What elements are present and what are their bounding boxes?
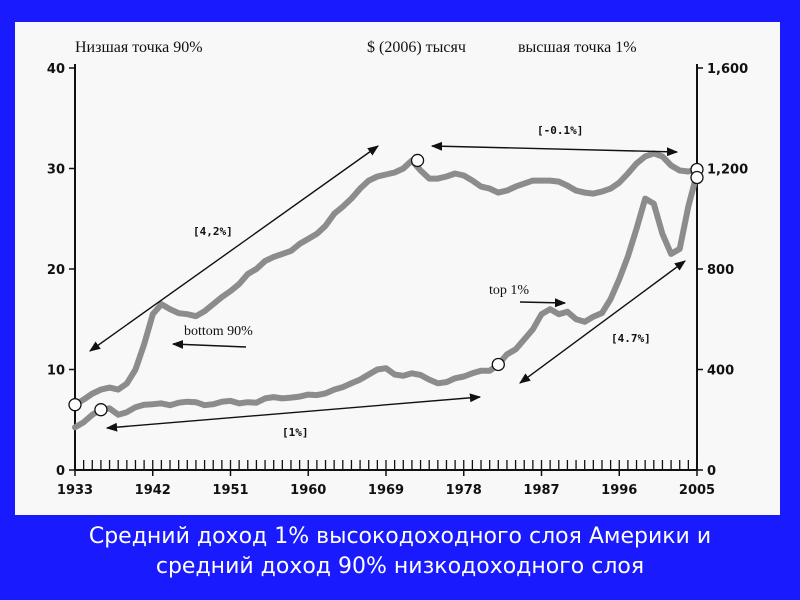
y-left-tick-label: 10 [47,364,65,379]
arrow-bottom-90-growth [89,145,379,352]
x-tick-label: 1960 [290,483,326,498]
annotation-label-top-1: top 1% [489,283,529,298]
x-tick-label: 1987 [523,483,559,498]
annotation-label-bottom-90: bottom 90% [184,324,253,339]
arrow-bottom-90-label [171,339,247,349]
point-marker-top-2005 [690,170,704,185]
y-left-tick-label: 40 [47,62,65,77]
header-label-left: Низшая точка 90% [75,39,203,56]
point-marker-bottom-1972 [410,153,425,168]
arrow-top-1-label [519,298,567,308]
y-right-tick-label: 0 [707,464,716,479]
slide-caption: Средний доход 1% высокодоходного слоя Ам… [0,522,800,582]
series-line-top-1pct [72,170,700,431]
y-right-tick-label: 1,600 [707,62,748,77]
y-right-tick-label: 1,200 [707,163,748,178]
y-left-tick-label: 0 [56,464,65,479]
y-left-tick-label: 30 [47,163,65,178]
x-tick-label: 1951 [212,483,248,498]
arrow-top-1-early [105,393,482,432]
annotation-growth-bottom-90: [4,2%] [193,225,233,238]
y-right-tick-label: 800 [707,263,734,278]
x-tick-label: 1969 [368,483,404,498]
arrow-bottom-90-flat [430,141,679,157]
caption-line-2: средний доход 90% низкодоходного слоя [155,554,645,579]
annotation-growth-top-1: [4.7%] [611,332,651,345]
header-label-right: высшая точка 1% [518,39,637,56]
annotation-flat-bottom-90: [-0.1%] [537,124,583,137]
y-left-tick-label: 20 [47,263,65,278]
x-tick-label: 2005 [679,483,715,498]
point-marker-top-1982 [491,357,505,372]
x-tick-label: 1942 [135,483,171,498]
y-right-tick-label: 400 [707,364,734,379]
point-marker-bottom-1933 [68,398,82,412]
x-tick-label: 1933 [57,483,93,498]
point-marker-top-1936 [94,403,108,417]
header-label-center: $ (2006) тысяч [367,39,466,56]
annotation-early-top-1: [1%] [282,426,309,439]
x-tick-label: 1978 [446,483,482,498]
caption-line-1: Средний доход 1% высокодоходного слоя Ам… [88,524,712,549]
arrow-top-1-growth [519,260,686,384]
x-tick-label: 1996 [601,483,637,498]
chart-figure: 0 10 20 30 40 0 400 800 1,200 1,600 1933 1942 1951 19… [15,22,780,515]
